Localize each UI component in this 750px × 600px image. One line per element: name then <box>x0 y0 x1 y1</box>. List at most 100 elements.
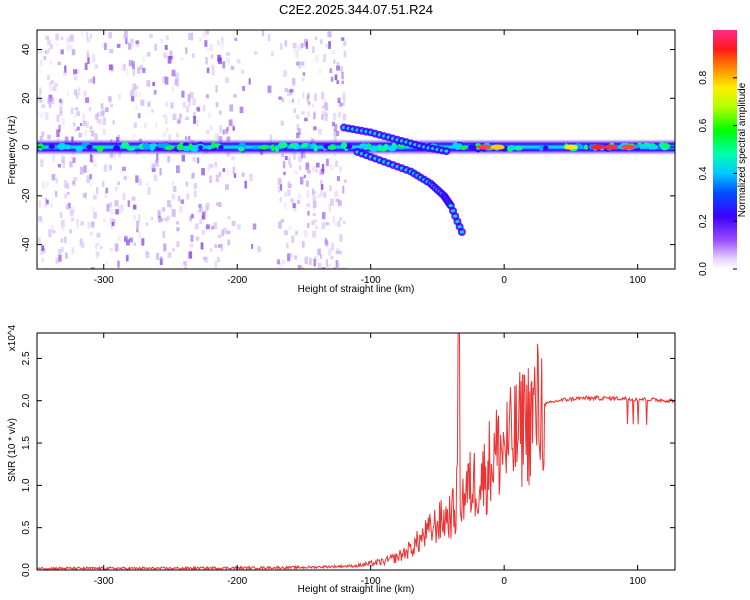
speckle <box>301 266 304 269</box>
spectrogram-y-tick-label: 40 <box>21 44 32 56</box>
speckle <box>40 159 44 168</box>
speckle <box>267 85 272 93</box>
speckle <box>329 185 332 192</box>
speckle <box>70 156 73 160</box>
speckle <box>178 205 183 213</box>
speckle <box>177 118 182 124</box>
speckle <box>87 222 91 229</box>
speckle <box>269 134 272 143</box>
speckle <box>323 191 327 198</box>
speckle <box>280 219 285 223</box>
speckle <box>325 222 330 226</box>
speckle <box>56 114 60 123</box>
speckle <box>207 164 210 172</box>
speckle <box>335 250 340 254</box>
speckle <box>223 63 226 71</box>
speckle <box>90 267 95 269</box>
speckle <box>339 166 342 173</box>
colorbar-tick-label: 0.0 <box>698 262 709 276</box>
speckle <box>218 57 223 65</box>
band-blob <box>359 143 369 148</box>
speckle <box>109 103 114 108</box>
spectrogram-y-label: Frequency (Hz) <box>7 116 18 185</box>
speckle <box>336 80 339 84</box>
band-blob <box>289 143 297 148</box>
band-blob <box>237 146 245 152</box>
speckle <box>38 200 42 208</box>
speckle <box>58 124 61 132</box>
speckle <box>150 216 154 221</box>
speckle <box>108 32 112 39</box>
speckle <box>194 223 199 230</box>
speckle <box>64 252 68 259</box>
speckle <box>131 196 136 201</box>
speckle <box>117 181 120 186</box>
speckle <box>66 36 70 43</box>
speckle <box>160 38 163 44</box>
speckle <box>257 246 262 253</box>
speckle <box>63 180 68 188</box>
speckle <box>76 219 79 225</box>
speckle <box>335 131 340 137</box>
speckle <box>103 128 106 135</box>
speckle <box>227 215 231 220</box>
band-blob <box>142 143 151 150</box>
speckle <box>100 103 104 110</box>
speckle <box>206 67 210 74</box>
speckle <box>66 191 70 195</box>
speckle <box>337 111 342 118</box>
lower-branch-core <box>448 204 453 208</box>
speckle <box>200 242 204 250</box>
speckle <box>306 167 310 173</box>
speckle <box>331 121 335 127</box>
speckle <box>61 227 65 232</box>
speckle <box>320 183 324 190</box>
speckle <box>41 257 44 262</box>
speckle <box>131 96 135 102</box>
band-hotspot <box>621 144 636 150</box>
speckle <box>292 42 297 49</box>
speckle <box>139 64 143 70</box>
speckle <box>281 97 284 103</box>
speckle <box>334 74 338 81</box>
speckle <box>312 103 315 108</box>
speckle <box>55 43 58 47</box>
speckle <box>105 261 108 265</box>
speckle <box>328 248 332 256</box>
speckle <box>217 244 222 248</box>
speckle <box>193 116 196 124</box>
speckle <box>307 170 312 174</box>
speckle <box>317 194 320 198</box>
snr-y-tick-label: 1.0 <box>21 478 32 492</box>
speckle <box>130 88 134 97</box>
snr-line <box>37 333 675 570</box>
speckle <box>52 86 57 92</box>
speckle <box>216 202 219 206</box>
speckle <box>121 204 124 212</box>
band-blob <box>86 144 93 150</box>
speckle <box>85 97 90 104</box>
band-blob <box>377 144 382 151</box>
speckle <box>83 90 87 97</box>
speckle <box>205 94 209 99</box>
speckle <box>52 154 55 162</box>
speckle <box>89 154 93 162</box>
speckle <box>288 183 293 189</box>
speckle <box>184 136 188 140</box>
speckle <box>226 52 230 56</box>
speckle <box>319 39 323 45</box>
speckle <box>312 201 317 208</box>
speckle <box>179 113 182 119</box>
speckle <box>336 248 340 253</box>
speckle <box>47 134 51 140</box>
speckle <box>320 180 323 184</box>
speckle <box>80 221 84 226</box>
band-blob <box>126 146 136 151</box>
speckle <box>312 166 317 172</box>
speckle <box>171 85 174 92</box>
speckle <box>134 104 138 110</box>
speckle <box>133 91 138 98</box>
band-blob <box>198 145 203 151</box>
speckle <box>47 98 52 105</box>
speckle <box>182 102 186 108</box>
